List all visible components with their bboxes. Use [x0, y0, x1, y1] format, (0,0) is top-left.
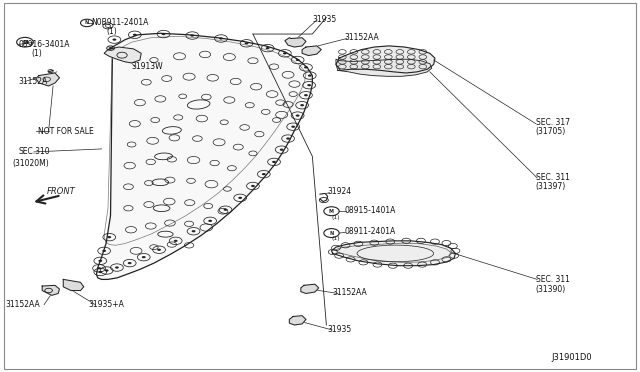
- Text: 08911-2401A: 08911-2401A: [344, 227, 396, 236]
- Circle shape: [266, 47, 269, 49]
- Text: N0B911-2401A: N0B911-2401A: [92, 18, 148, 27]
- Circle shape: [223, 209, 227, 211]
- Text: (31705): (31705): [536, 126, 566, 136]
- Circle shape: [133, 34, 137, 36]
- Text: 31152AA: 31152AA: [6, 300, 40, 309]
- Text: (1): (1): [331, 236, 340, 241]
- Circle shape: [115, 266, 119, 269]
- Polygon shape: [285, 38, 306, 47]
- Text: NOT FOR SALE: NOT FOR SALE: [38, 126, 93, 136]
- Text: (1): (1): [106, 26, 117, 36]
- Text: N: N: [330, 231, 333, 235]
- Polygon shape: [36, 73, 60, 86]
- Circle shape: [108, 236, 111, 238]
- Circle shape: [102, 250, 106, 252]
- Circle shape: [105, 269, 109, 272]
- Circle shape: [142, 256, 146, 258]
- Circle shape: [272, 161, 276, 163]
- Circle shape: [286, 137, 290, 140]
- Text: SEC. 311: SEC. 311: [536, 173, 570, 182]
- Circle shape: [251, 185, 255, 187]
- Text: 31935: 31935: [328, 325, 352, 334]
- Polygon shape: [63, 279, 84, 291]
- Circle shape: [97, 267, 101, 269]
- Circle shape: [238, 197, 242, 199]
- Circle shape: [99, 260, 102, 262]
- Text: 31152AA: 31152AA: [344, 33, 379, 42]
- Text: (31397): (31397): [536, 182, 566, 191]
- Circle shape: [304, 94, 308, 96]
- Text: (1): (1): [31, 49, 42, 58]
- Text: 31152AA: 31152AA: [333, 288, 367, 297]
- Text: (31020M): (31020M): [12, 158, 49, 167]
- Circle shape: [128, 262, 132, 264]
- Circle shape: [296, 59, 300, 61]
- Circle shape: [173, 240, 177, 242]
- Circle shape: [283, 52, 287, 54]
- Circle shape: [191, 230, 195, 232]
- Circle shape: [157, 248, 161, 251]
- Circle shape: [308, 74, 312, 77]
- Circle shape: [244, 42, 248, 44]
- Text: 08916-3401A: 08916-3401A: [19, 40, 70, 49]
- Polygon shape: [301, 284, 319, 294]
- Circle shape: [162, 33, 166, 35]
- Circle shape: [190, 35, 194, 37]
- Text: 08915-1401A: 08915-1401A: [344, 206, 396, 215]
- Text: 31152A: 31152A: [19, 77, 48, 86]
- Circle shape: [296, 115, 300, 117]
- Text: M: M: [22, 40, 28, 45]
- Circle shape: [113, 38, 116, 41]
- Text: SEC. 317: SEC. 317: [536, 118, 570, 127]
- Text: J31901D0: J31901D0: [551, 353, 592, 362]
- Circle shape: [304, 66, 308, 68]
- Text: FRONT: FRONT: [47, 187, 76, 196]
- Circle shape: [307, 84, 311, 86]
- Text: 31935: 31935: [312, 15, 337, 24]
- Polygon shape: [336, 59, 432, 76]
- Circle shape: [208, 220, 212, 222]
- Circle shape: [109, 47, 113, 49]
- Text: SEC.310: SEC.310: [19, 147, 50, 155]
- Text: M: M: [329, 209, 334, 214]
- Text: (1): (1): [331, 215, 340, 220]
- Text: N: N: [84, 20, 89, 25]
- Text: 31913W: 31913W: [132, 62, 163, 71]
- Polygon shape: [104, 47, 141, 63]
- Circle shape: [300, 104, 304, 106]
- Polygon shape: [42, 285, 60, 295]
- Circle shape: [219, 37, 223, 39]
- Text: SEC. 311: SEC. 311: [536, 275, 570, 284]
- Text: 31924: 31924: [328, 187, 352, 196]
- Circle shape: [262, 173, 266, 175]
- Text: 31935+A: 31935+A: [89, 300, 125, 309]
- Polygon shape: [332, 241, 456, 266]
- Polygon shape: [336, 46, 435, 73]
- Polygon shape: [302, 46, 321, 55]
- Polygon shape: [289, 316, 306, 325]
- Circle shape: [99, 271, 102, 273]
- Circle shape: [280, 148, 284, 151]
- Text: (31390): (31390): [536, 285, 566, 294]
- Polygon shape: [97, 33, 312, 279]
- Circle shape: [291, 126, 295, 128]
